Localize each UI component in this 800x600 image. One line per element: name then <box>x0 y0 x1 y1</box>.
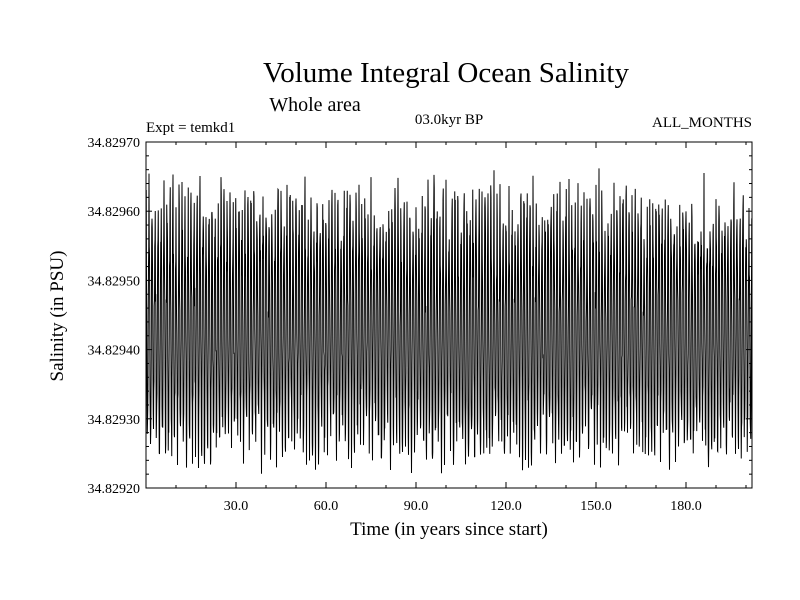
x-axis-label: Time (in years since start) <box>350 519 548 540</box>
x-tick-label: 90.0 <box>404 499 429 514</box>
chart-title: Volume Integral Ocean Salinity <box>263 57 629 89</box>
y-axis: 34.82920 34.82930 34.82940 34.82950 34.82960… <box>88 136 752 497</box>
x-tick-label: 120.0 <box>490 499 522 514</box>
salinity-series-line <box>146 168 752 474</box>
x-tick-label: 180.0 <box>670 499 702 514</box>
x-tick-label: 150.0 <box>580 499 612 514</box>
y-tick-label: 34.82950 <box>88 274 141 289</box>
x-tick-label: 60.0 <box>314 499 339 514</box>
y-axis-label: Salinity (in PSU) <box>47 251 68 382</box>
months-label: ALL_MONTHS <box>652 115 752 131</box>
period-label: 03.0kyr BP <box>415 112 483 128</box>
x-tick-label: 30.0 <box>224 499 249 514</box>
x-axis: 30.0 60.0 90.0 120.0 150.0 180.0 <box>175 142 747 514</box>
y-tick-label: 34.82970 <box>88 136 141 151</box>
y-tick-label: 34.82920 <box>88 482 141 497</box>
y-tick-label: 34.82930 <box>88 413 141 428</box>
y-tick-label: 34.82960 <box>88 205 141 220</box>
plot-frame <box>145 141 753 489</box>
experiment-label: Expt = temkd1 <box>146 120 235 136</box>
chart-subtitle: Whole area <box>269 94 361 116</box>
y-tick-label: 34.82940 <box>88 344 141 359</box>
